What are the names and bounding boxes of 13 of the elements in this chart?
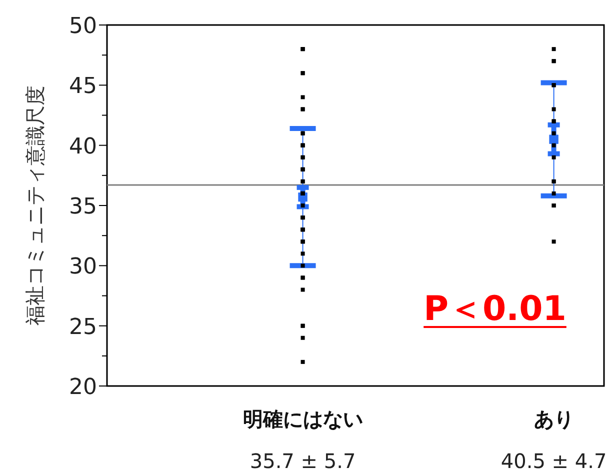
text: 35.7 ± 5.7 bbox=[250, 449, 356, 473]
x-tick-label: あり bbox=[534, 407, 574, 431]
y-tick-label: 50 bbox=[69, 14, 97, 39]
y-axis-title: 福祉コミュニティ意識尺度 bbox=[23, 86, 47, 326]
y-tick-label: 20 bbox=[69, 375, 97, 400]
y-tick-label: 45 bbox=[69, 74, 97, 100]
y-tick-label: 25 bbox=[69, 314, 97, 340]
y-tick-label: 40 bbox=[69, 134, 97, 160]
text: 40.5 ± 4.7 bbox=[500, 449, 607, 473]
x-tick-label: 明確にはない bbox=[242, 407, 363, 431]
annotation: P＜0.01 bbox=[424, 289, 566, 329]
y-tick-label: 35 bbox=[69, 194, 97, 220]
y-tick-label: 30 bbox=[69, 254, 97, 280]
